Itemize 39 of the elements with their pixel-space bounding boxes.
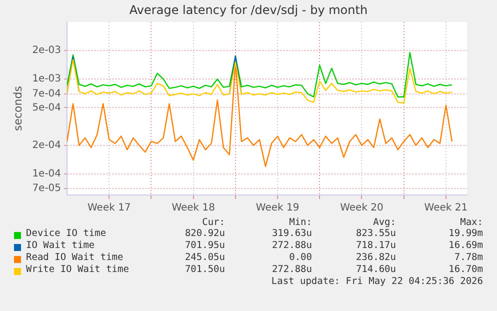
text: 7.78m xyxy=(454,252,483,263)
text: 272.88u xyxy=(272,264,312,275)
y-tick-label: 2e-03 xyxy=(32,45,62,56)
y-tick-label: 7e-04 xyxy=(32,88,62,100)
y-tick-label: 2e-04 xyxy=(32,140,62,151)
text: 319.63u xyxy=(272,228,312,239)
text: 701.50u xyxy=(184,264,225,275)
legend-label: Write IO Wait time xyxy=(26,264,129,275)
y-tick-label: 1e-03 xyxy=(32,74,62,85)
text: 16.70m xyxy=(448,264,483,275)
text: 16.69m xyxy=(448,240,483,251)
x-tick-label: Week 17 xyxy=(87,202,131,214)
x-tick-label: Week 19 xyxy=(256,202,300,214)
y-tick-label: 5e-04 xyxy=(32,102,62,114)
y-tick-label: 7e-05 xyxy=(32,183,62,194)
x-tick-label: Week 18 xyxy=(172,202,216,214)
text: 272.88u xyxy=(272,240,312,251)
chart-title: Average latency for /dev/sdj - by month xyxy=(128,3,369,17)
text: 19.99m xyxy=(448,228,483,239)
text: Cur: xyxy=(202,217,225,228)
text: Max: xyxy=(460,217,483,228)
legend-label: Read IO Wait time xyxy=(26,252,124,263)
text: 0.00 xyxy=(289,252,312,263)
x-tick-label: Week 20 xyxy=(340,202,384,214)
x-tick-label: Week 21 xyxy=(424,202,468,214)
text: 714.60u xyxy=(356,264,396,275)
y-axis-title: seconds xyxy=(11,86,24,131)
text: 236.82u xyxy=(356,252,396,263)
text: 718.17u xyxy=(356,240,396,251)
legend-label: IO Wait time xyxy=(26,240,95,251)
text: 245.05u xyxy=(184,252,225,263)
text: Min: xyxy=(289,217,312,228)
y-tick-label: 1e-04 xyxy=(32,168,62,180)
text: Avg: xyxy=(373,217,396,228)
text: 820.92u xyxy=(184,228,225,239)
legend-label: Device IO time xyxy=(26,228,106,239)
text: 823.55u xyxy=(356,228,396,239)
text: Last update: Fri May 22 04:25:36 2026 xyxy=(271,276,483,287)
text: 701.95u xyxy=(184,240,225,251)
